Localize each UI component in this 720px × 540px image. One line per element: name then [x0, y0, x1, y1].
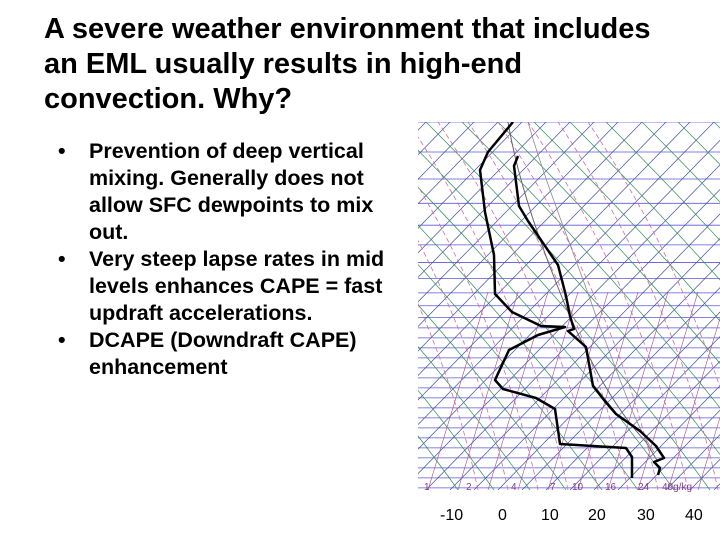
isotherm-line	[418, 122, 643, 352]
mixing-ratio-label-2: 2	[466, 482, 472, 493]
bullet-item-lapse-rates: • Very steep lapse rates in mid levels e…	[58, 246, 418, 327]
moist-adiabat-line	[557, 122, 719, 490]
bullet-text: Very steep lapse rates in mid levels enh…	[89, 247, 385, 325]
bullet-icon: •	[58, 247, 66, 271]
skew-t-sounding-diagram: 1 2 4 7 10 16 24 40g/kg -10 0 10 20 30 4…	[418, 122, 720, 524]
isotherm-line	[418, 122, 571, 278]
moist-adiabat-line	[418, 303, 479, 490]
mixing-ratio-labels: 1 2 4 7 10 16 24 40g/kg	[424, 482, 692, 493]
dry-adiabat-line	[418, 186, 675, 490]
mixing-ratio-label-24: 24	[638, 482, 650, 493]
mixing-ratio-label-16: 16	[605, 482, 617, 493]
temperature-axis-labels: -10 0 10 20 30 40	[440, 507, 703, 524]
mixing-ratio-label-4: 4	[511, 482, 517, 493]
bullet-item-dcape: • DCAPE (Downdraft CAPE) enhancement	[58, 327, 418, 381]
dewpoint-profile-line	[478, 122, 634, 478]
isotherm-line	[593, 360, 720, 490]
dry-adiabat-line	[418, 346, 531, 490]
isotherm-line	[641, 409, 720, 490]
bullet-icon: •	[58, 328, 66, 352]
isotherm-line	[473, 238, 720, 490]
dry-adiabat-line	[605, 122, 720, 241]
bullet-text: Prevention of deep vertical mixing. Gene…	[89, 139, 374, 244]
mixing-ratio-label-10: 10	[572, 482, 584, 493]
parcel-path-line	[507, 122, 659, 463]
dry-adiabat-line	[418, 263, 603, 490]
dry-adiabat-line	[641, 122, 720, 203]
isotherm-line	[418, 122, 715, 426]
isotherm-line	[569, 336, 720, 490]
mixing-ratio-line	[607, 291, 669, 490]
moist-adiabat-line	[418, 136, 569, 490]
slide-title: A severe weather environment that includ…	[44, 13, 651, 115]
dry-adiabat-line	[418, 304, 567, 490]
mixing-ratio-line	[427, 291, 489, 490]
mixing-ratio-label-7: 7	[550, 482, 556, 493]
mixing-ratio-line	[547, 291, 609, 490]
mixing-ratio-line	[487, 291, 549, 490]
temperature-label-0: 0	[498, 507, 507, 524]
mixing-ratio-label-40: 40g/kg	[662, 482, 692, 493]
isotherm-line	[418, 139, 720, 450]
moist-adiabat-line	[418, 185, 539, 490]
dry-adiabat-line	[533, 122, 720, 322]
bullet-icon: •	[58, 139, 66, 163]
isobar-lines	[418, 122, 720, 489]
mixing-ratio-line	[517, 291, 579, 490]
isotherm-line	[418, 122, 667, 377]
temperature-label-20: 20	[588, 507, 606, 524]
temperature-label-minus-10: -10	[440, 507, 463, 524]
bullet-text: DCAPE (Downdraft CAPE) enhancement	[89, 328, 357, 379]
parcel-path-line-2	[527, 122, 655, 453]
bullet-list: • Prevention of deep vertical mixing. Ge…	[58, 138, 418, 381]
isotherm-line	[418, 122, 499, 205]
dry-adiabat-line	[497, 122, 720, 364]
isotherm-line	[545, 311, 720, 490]
moist-adiabat-line	[527, 122, 689, 490]
isotherm-line	[425, 188, 720, 490]
moist-adiabat-line	[418, 239, 509, 490]
moist-adiabat-lines	[418, 122, 720, 490]
mixing-ratio-lines	[427, 291, 720, 490]
bullet-item-mixing: • Prevention of deep vertical mixing. Ge…	[58, 138, 418, 246]
temperature-label-10: 10	[541, 507, 559, 524]
mixing-ratio-label-1: 1	[424, 482, 430, 493]
mixing-ratio-line	[637, 291, 699, 490]
isotherm-line	[418, 122, 595, 303]
temperature-profile-line	[512, 155, 666, 476]
mixing-ratio-line	[697, 416, 720, 490]
isotherm-line	[418, 122, 523, 229]
dry-adiabat-line	[418, 224, 639, 490]
isotherm-line	[617, 385, 720, 490]
dry-adiabat-line	[418, 389, 495, 490]
isotherm-line	[449, 213, 720, 490]
temperature-label-40: 40	[685, 507, 703, 524]
dry-adiabat-line	[569, 122, 720, 281]
dry-adiabat-line	[418, 435, 459, 490]
temperature-label-30: 30	[637, 507, 655, 524]
mixing-ratio-line	[457, 291, 519, 490]
isotherm-lines	[418, 122, 720, 490]
moist-adiabat-line	[587, 122, 720, 389]
isotherm-line	[521, 287, 720, 490]
moist-adiabat-line	[437, 122, 599, 490]
mixing-ratio-line	[667, 317, 720, 490]
